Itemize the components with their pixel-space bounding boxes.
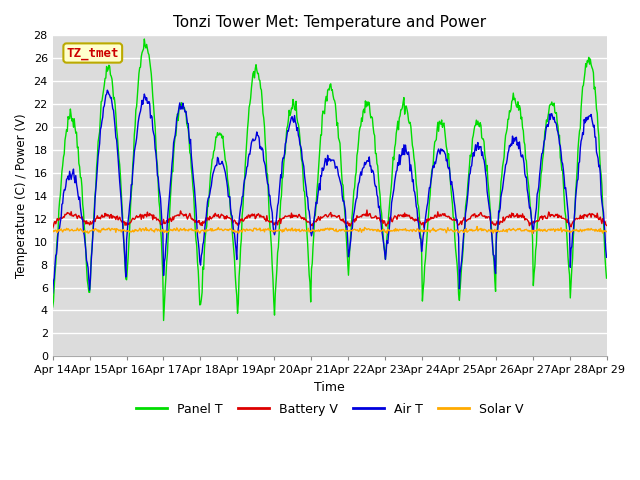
- Panel T: [603, 275, 611, 281]
- Panel T: [116, 162, 124, 168]
- Solar V: [172, 228, 180, 233]
- Solar V: [202, 229, 209, 235]
- Air T: [116, 188, 124, 193]
- Panel T: [160, 318, 168, 324]
- Air T: [202, 216, 210, 222]
- Battery V: [603, 223, 611, 228]
- Battery V: [59, 215, 67, 221]
- Title: Tonzi Tower Met: Temperature and Power: Tonzi Tower Met: Temperature and Power: [173, 15, 486, 30]
- Battery V: [363, 207, 371, 213]
- Air T: [603, 254, 611, 260]
- Panel T: [173, 111, 181, 117]
- Battery V: [116, 214, 124, 220]
- Solar V: [413, 226, 421, 232]
- Line: Battery V: Battery V: [52, 210, 607, 228]
- Battery V: [414, 215, 422, 220]
- Solar V: [116, 227, 124, 233]
- X-axis label: Time: Time: [314, 381, 345, 394]
- Battery V: [398, 213, 406, 218]
- Panel T: [59, 163, 67, 168]
- Legend: Panel T, Battery V, Air T, Solar V: Panel T, Battery V, Air T, Solar V: [131, 398, 529, 420]
- Battery V: [202, 218, 209, 224]
- Air T: [104, 87, 111, 93]
- Text: TZ_tmet: TZ_tmet: [67, 47, 119, 60]
- Solar V: [59, 229, 67, 235]
- Battery V: [49, 225, 56, 231]
- Solar V: [529, 231, 536, 237]
- Solar V: [49, 228, 56, 233]
- Line: Panel T: Panel T: [52, 39, 607, 321]
- Air T: [414, 217, 422, 223]
- Panel T: [399, 105, 406, 110]
- Line: Solar V: Solar V: [52, 227, 607, 234]
- Battery V: [172, 213, 180, 219]
- Panel T: [141, 36, 148, 42]
- Air T: [49, 290, 56, 296]
- Panel T: [49, 304, 56, 310]
- Solar V: [603, 228, 611, 234]
- Air T: [173, 116, 180, 121]
- Y-axis label: Temperature (C) / Power (V): Temperature (C) / Power (V): [15, 114, 28, 278]
- Panel T: [415, 204, 422, 209]
- Air T: [59, 201, 67, 206]
- Solar V: [397, 227, 404, 233]
- Panel T: [203, 223, 211, 229]
- Air T: [398, 153, 406, 158]
- Line: Air T: Air T: [52, 90, 607, 293]
- Solar V: [473, 224, 481, 229]
